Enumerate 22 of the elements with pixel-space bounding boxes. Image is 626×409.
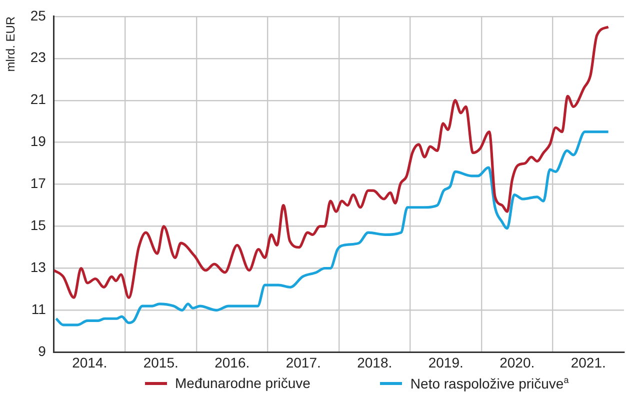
x-tick-label: 2021.: [570, 354, 606, 370]
y-tick-label: 19: [30, 133, 46, 150]
y-tick-label: 17: [30, 175, 46, 192]
legend-label: Međunarodne pričuve: [175, 375, 310, 392]
x-tick-label: 2018.: [357, 354, 392, 370]
y-axis-title: mlrd. EUR: [4, 16, 18, 72]
x-tick-label: 2019.: [428, 354, 464, 370]
line-series: [54, 130, 610, 326]
y-tick-label: 9: [38, 343, 46, 360]
y-tick-label: 25: [30, 7, 46, 24]
x-tick-label: 2020.: [500, 354, 535, 370]
y-tick-label: 11: [31, 301, 46, 318]
y-tick-label: 21: [30, 91, 46, 108]
x-tick-label: 2014.: [72, 354, 108, 370]
legend-label: Neto raspoložive pričuve$^{a}$: [410, 375, 569, 392]
y-tick-label: 23: [30, 49, 46, 66]
x-tick-label: 2015.: [143, 354, 178, 370]
line-series: [54, 26, 610, 299]
x-tick-label: 2017.: [286, 354, 321, 370]
y-tick-label: 13: [30, 259, 46, 276]
x-tick-label: 2016.: [214, 354, 250, 370]
y-tick-label: 15: [30, 217, 46, 234]
